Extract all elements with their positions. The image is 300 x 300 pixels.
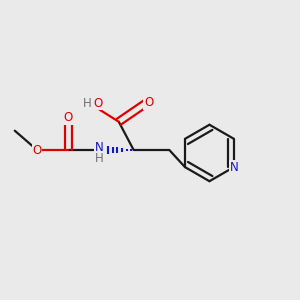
Text: N: N (95, 141, 104, 154)
Text: N: N (230, 160, 238, 174)
Text: O: O (144, 96, 153, 109)
Text: O: O (93, 97, 103, 110)
Text: O: O (32, 143, 42, 157)
Text: H: H (83, 97, 92, 110)
Text: H: H (95, 152, 104, 165)
Text: O: O (64, 111, 73, 124)
